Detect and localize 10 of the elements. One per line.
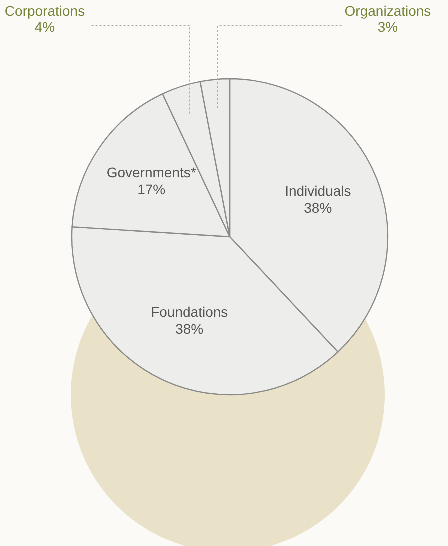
- data-label: 3%: [378, 19, 398, 35]
- slice-label: Individuals: [285, 183, 352, 200]
- slice-label: Organizations: [344, 3, 432, 19]
- slice-label: Foundations: [151, 304, 228, 320]
- slice-label: Corporations: [4, 3, 86, 19]
- data-label: 17%: [138, 182, 166, 198]
- slice-label: Governments*: [106, 164, 197, 181]
- data-label: 4%: [34, 19, 56, 35]
- data-label: 38%: [176, 320, 204, 337]
- data-label: 38%: [304, 200, 332, 216]
